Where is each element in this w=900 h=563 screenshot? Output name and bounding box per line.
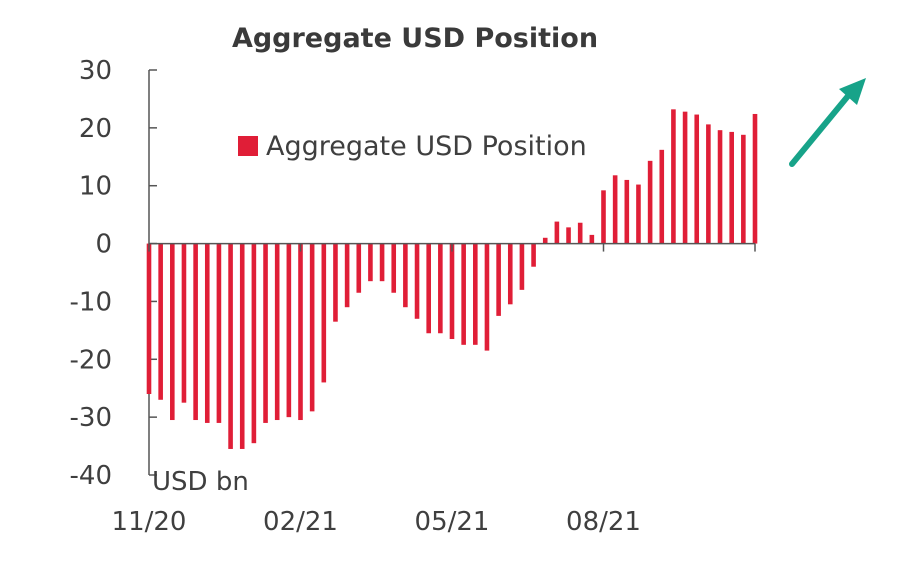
bar (438, 243, 443, 334)
bar (379, 243, 385, 282)
bar (368, 243, 373, 282)
bar (531, 243, 536, 267)
bars (146, 109, 758, 449)
y-tick-label: 30 (79, 56, 112, 86)
bar (333, 243, 338, 322)
bar (496, 243, 501, 316)
bar (741, 134, 746, 244)
bar (671, 109, 676, 244)
bar (414, 243, 420, 319)
y-tick-label: -10 (70, 287, 112, 317)
bar (542, 237, 548, 244)
bar (647, 160, 653, 244)
y-tick-label: -40 (70, 461, 112, 491)
bar (403, 243, 408, 308)
bar (298, 243, 303, 421)
bar (752, 113, 758, 244)
bar (729, 131, 734, 244)
y-tick-label: 0 (95, 230, 112, 260)
bar (717, 130, 723, 244)
bar (601, 190, 606, 244)
bar (473, 243, 478, 345)
bar (484, 243, 490, 351)
bar (659, 149, 665, 244)
y-tick-label: -20 (70, 345, 112, 375)
bar (216, 243, 222, 423)
bar (624, 179, 630, 244)
bar (204, 243, 210, 423)
trend-arrow-icon (789, 78, 866, 167)
bar (356, 243, 362, 293)
x-tick-label: 08/21 (566, 507, 641, 537)
bar (228, 243, 233, 449)
x-tick-label: 02/21 (263, 507, 338, 537)
bar (566, 227, 571, 244)
bar (193, 243, 198, 421)
bar (426, 243, 431, 334)
bar (461, 243, 466, 345)
legend-label: Aggregate USD Position (266, 131, 587, 162)
bar (391, 243, 397, 293)
y-tick-label: -30 (70, 403, 112, 433)
x-axis (148, 242, 756, 252)
bar (449, 243, 455, 340)
bar (146, 243, 152, 394)
bar (321, 243, 327, 383)
bar (589, 234, 595, 244)
bar (251, 243, 257, 444)
bar (170, 243, 175, 421)
bar (507, 243, 513, 305)
bar (309, 243, 315, 412)
bar (344, 243, 350, 308)
bar (612, 175, 618, 244)
x-axis-tick-labels: 11/20 02/21 05/21 08/21 (112, 507, 641, 537)
chart-title: Aggregate USD Position (232, 23, 598, 54)
bar (181, 243, 187, 403)
bar (263, 243, 268, 423)
legend-swatch (238, 136, 258, 156)
y-tick-label: 10 (79, 172, 112, 202)
bar (682, 111, 688, 244)
legend: Aggregate USD Position (238, 131, 587, 162)
x-tick-label: 11/20 (112, 507, 187, 537)
bar (554, 221, 560, 244)
bar (706, 124, 711, 244)
bar (158, 243, 163, 400)
bar (274, 243, 280, 421)
y-axis-tick-labels: 30 20 10 0 -10 -20 -30 -40 (70, 56, 112, 491)
bar (577, 222, 583, 244)
bar (694, 114, 700, 244)
y-tick-label: 20 (79, 114, 112, 144)
unit-label: USD bn (152, 467, 249, 497)
bar (636, 184, 641, 244)
x-tick-label: 05/21 (415, 507, 490, 537)
bar (239, 243, 245, 449)
bar (519, 243, 525, 290)
bar (286, 243, 292, 418)
